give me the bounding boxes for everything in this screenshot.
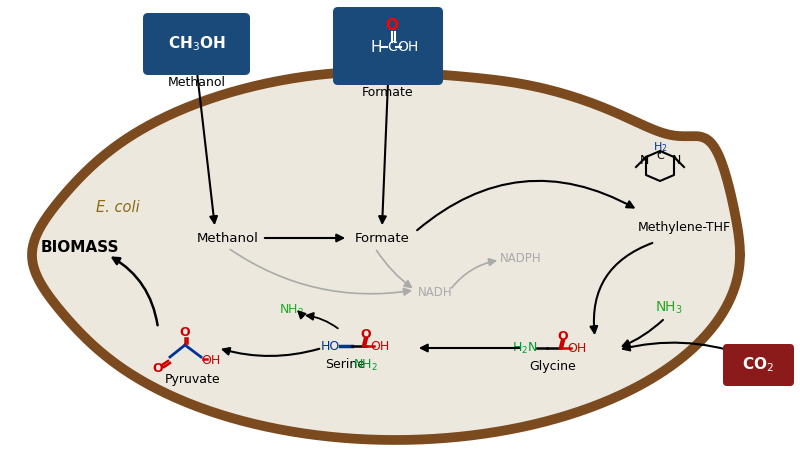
Text: Formate: Formate: [362, 86, 414, 99]
Text: OH: OH: [202, 354, 221, 366]
Text: OH: OH: [398, 40, 418, 54]
Text: NH$_2$: NH$_2$: [353, 358, 378, 373]
FancyBboxPatch shape: [143, 13, 250, 75]
Text: O: O: [386, 18, 398, 33]
Text: Methanol: Methanol: [167, 76, 226, 89]
Text: CH$_3$OH: CH$_3$OH: [168, 35, 226, 54]
Text: Formate: Formate: [354, 231, 410, 244]
Polygon shape: [32, 72, 740, 440]
Text: H$_2$: H$_2$: [653, 140, 667, 154]
FancyBboxPatch shape: [723, 344, 794, 386]
Text: C: C: [656, 151, 664, 161]
Text: NH$_3$: NH$_3$: [655, 300, 683, 316]
Text: O: O: [180, 327, 190, 339]
Text: BIOMASS: BIOMASS: [41, 240, 119, 256]
Text: Methylene-THF: Methylene-THF: [638, 221, 731, 234]
Text: CO$_2$: CO$_2$: [742, 356, 774, 374]
Text: NADPH: NADPH: [500, 252, 542, 265]
Text: Serine: Serine: [325, 358, 365, 371]
Text: H$_2$N: H$_2$N: [512, 341, 538, 356]
Text: C: C: [387, 40, 397, 54]
Text: E. coli: E. coli: [96, 201, 140, 216]
Text: OH: OH: [370, 339, 390, 352]
Text: HO: HO: [320, 339, 340, 352]
FancyBboxPatch shape: [333, 7, 443, 85]
Text: Methanol: Methanol: [197, 231, 259, 244]
Text: OH: OH: [567, 342, 586, 355]
Text: O: O: [558, 329, 568, 342]
Text: Pyruvate: Pyruvate: [165, 373, 221, 386]
Text: O: O: [361, 328, 371, 341]
Text: Glycine: Glycine: [530, 360, 576, 373]
Text: N: N: [671, 154, 681, 167]
Text: NH$_3$: NH$_3$: [279, 302, 305, 318]
Text: N: N: [639, 154, 649, 167]
Text: O: O: [153, 363, 163, 375]
Text: H: H: [370, 40, 382, 54]
Text: NADH: NADH: [418, 285, 453, 298]
